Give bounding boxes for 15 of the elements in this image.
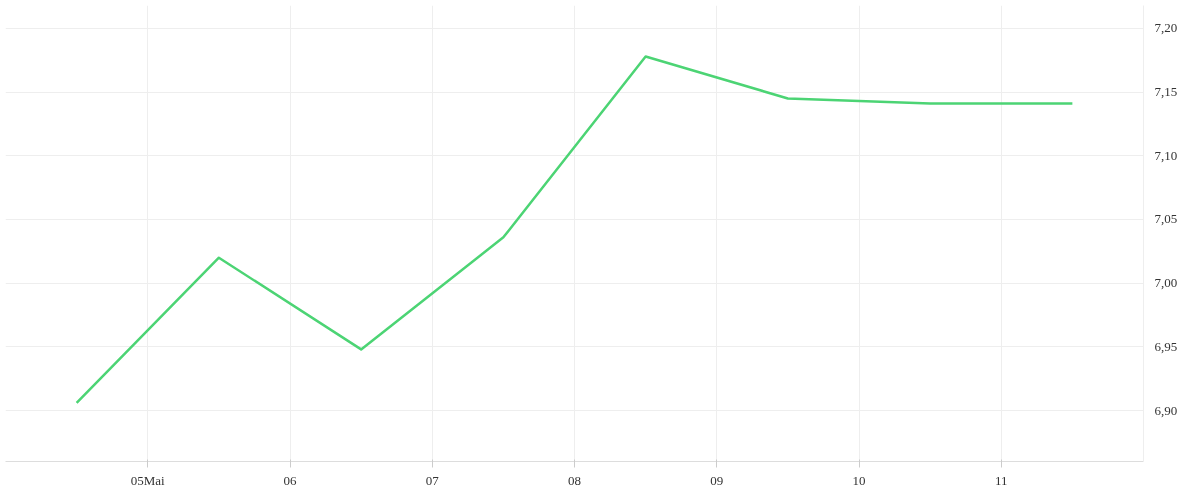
x-tick-label: 09 xyxy=(710,472,724,488)
x-tick-label: 08 xyxy=(568,472,581,488)
y-tick-label: 6,95 xyxy=(1154,338,1178,354)
x-tick-label: 05Mai xyxy=(130,472,166,488)
x-tick-label: 11 xyxy=(994,472,1008,488)
y-tick-label: 7,15 xyxy=(1154,84,1178,100)
y-tick-label: 7,10 xyxy=(1154,147,1178,163)
y-tick-label: 7,00 xyxy=(1154,275,1178,291)
x-tick-label: 07 xyxy=(425,472,440,488)
y-tick-label: 7,05 xyxy=(1154,211,1178,227)
x-tick-label: 10 xyxy=(852,472,866,488)
line-series xyxy=(75,55,1074,405)
y-tick-label: 6,90 xyxy=(1154,402,1178,418)
y-tick-label: 7,20 xyxy=(1154,20,1178,36)
x-tick-label: 06 xyxy=(283,472,297,488)
